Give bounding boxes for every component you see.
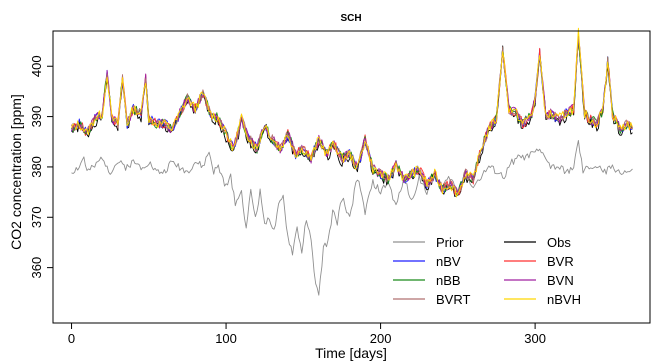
chart-title: SCH [340, 13, 361, 24]
y-axis: 360 370 380 390 400 [29, 55, 53, 278]
legend-item-bvrt: BVRT [393, 292, 470, 307]
y-axis-title: CO2 concentration [ppm] [8, 94, 24, 250]
x-tick-label: 200 [370, 331, 392, 346]
legend-item-nbb: nBB [393, 273, 461, 288]
y-tick-label: 360 [29, 257, 44, 279]
legend: Prior Obs nBV BVR nBB BVN BVRT nBVH [393, 235, 581, 307]
legend-item-bvn: BVN [504, 273, 574, 288]
plot-area [71, 27, 633, 296]
series-line-nbvh [71, 27, 633, 198]
x-tick-label: 0 [68, 331, 75, 346]
legend-item-nbv: nBV [393, 254, 461, 269]
legend-item-nbvh: nBVH [504, 292, 581, 307]
series-line-prior [71, 139, 633, 296]
legend-item-prior: Prior [393, 235, 464, 250]
legend-label: nBV [436, 254, 461, 269]
x-tick-label: 100 [215, 331, 237, 346]
legend-label: nBB [436, 273, 461, 288]
plot-frame [52, 30, 651, 324]
y-tick-label: 380 [29, 156, 44, 178]
y-tick-label: 370 [29, 206, 44, 228]
legend-label: Prior [436, 235, 464, 250]
legend-label: BVN [547, 273, 574, 288]
legend-label: BVR [547, 254, 574, 269]
legend-item-bvr: BVR [504, 254, 574, 269]
legend-label: nBVH [547, 292, 581, 307]
y-tick-label: 390 [29, 106, 44, 128]
x-tick-label: 300 [524, 331, 546, 346]
y-tick-label: 400 [29, 55, 44, 77]
x-axis-title: Time [days] [315, 345, 387, 361]
legend-label: Obs [547, 235, 571, 250]
legend-label: BVRT [436, 292, 470, 307]
legend-item-obs: Obs [504, 235, 571, 250]
x-axis: 0 100 200 300 [68, 323, 546, 346]
